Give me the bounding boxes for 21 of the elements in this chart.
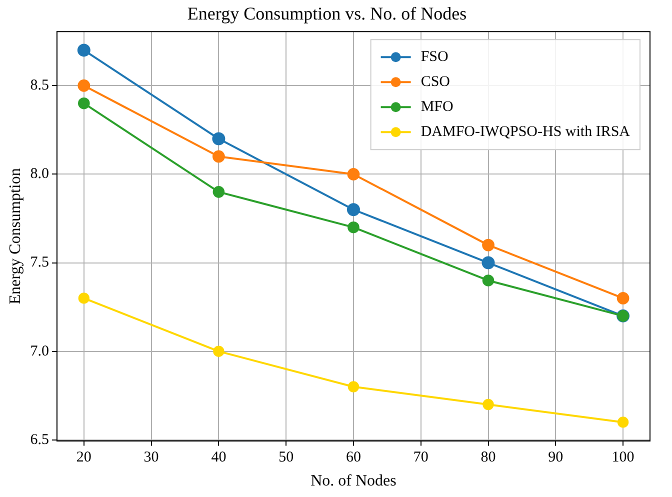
x-tick-label: 60: [346, 450, 361, 466]
chart-title: Energy Consumption vs. No. of Nodes: [187, 4, 467, 24]
y-tick-label: 8.0: [30, 166, 49, 182]
x-tick-label: 100: [612, 450, 634, 466]
legend-label: DAMFO-IWQPSO-HS with IRSA: [420, 124, 630, 140]
legend-label: CSO: [420, 74, 450, 90]
x-tick-label: 70: [413, 450, 428, 466]
y-tick-label: 8.5: [30, 78, 49, 94]
x-tick-label: 90: [548, 450, 564, 466]
x-tick-label: 20: [76, 450, 92, 466]
y-axis-title: Energy Consumption: [6, 168, 24, 304]
y-tick-label: 6.5: [30, 432, 49, 448]
y-tick-label: 7.5: [30, 254, 49, 271]
x-tick-label: 80: [480, 450, 496, 466]
x-tick-label: 30: [144, 450, 159, 466]
y-tick-label: 7.0: [30, 343, 49, 360]
x-tick-label: 50: [278, 450, 294, 466]
x-tick-label: 40: [211, 450, 226, 466]
legend-label: MFO: [420, 99, 454, 116]
legend-label: FSO: [420, 49, 448, 66]
x-axis-title: No. of Nodes: [310, 472, 396, 490]
